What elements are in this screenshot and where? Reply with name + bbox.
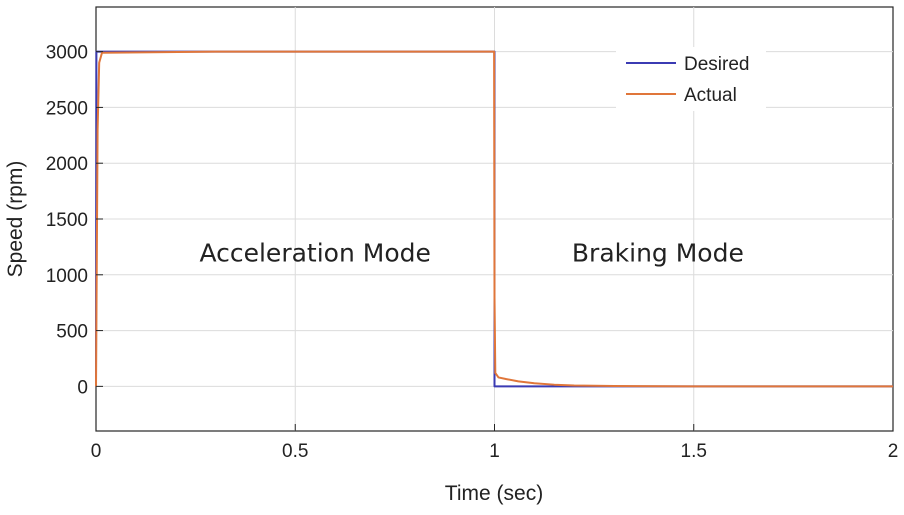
- annotation-acceleration-mode: Acceleration Mode: [199, 238, 430, 267]
- y-tick-label: 2500: [46, 98, 88, 119]
- y-tick-label: 2000: [46, 154, 88, 175]
- x-tick-label: 1: [489, 441, 500, 462]
- x-tick-label: 2: [888, 441, 899, 462]
- y-tick-label: 1500: [46, 210, 88, 231]
- legend-label-actual: Actual: [684, 85, 737, 106]
- series-line-actual: [95, 50, 893, 388]
- y-tick-label: 3000: [46, 43, 88, 64]
- legend-label-desired: Desired: [684, 54, 749, 75]
- legend-box: [616, 47, 766, 111]
- x-tick-label: 0.5: [282, 441, 308, 462]
- annotation-braking-mode: Braking Mode: [572, 238, 744, 267]
- y-tick-label: 1000: [46, 266, 88, 287]
- ticks: 0 0.5 1 1.5 2 0 500 1000 1500 2000 2500 3000: [46, 43, 899, 462]
- x-tick-label: 1.5: [681, 441, 707, 462]
- y-axis-label: Speed (rpm): [4, 161, 27, 278]
- legend: Desired Actual: [616, 47, 766, 111]
- y-tick-label: 0: [77, 377, 88, 398]
- x-axis-label: Time (sec): [445, 482, 543, 505]
- y-tick-label: 500: [56, 322, 88, 343]
- x-tick-label: 0: [91, 441, 102, 462]
